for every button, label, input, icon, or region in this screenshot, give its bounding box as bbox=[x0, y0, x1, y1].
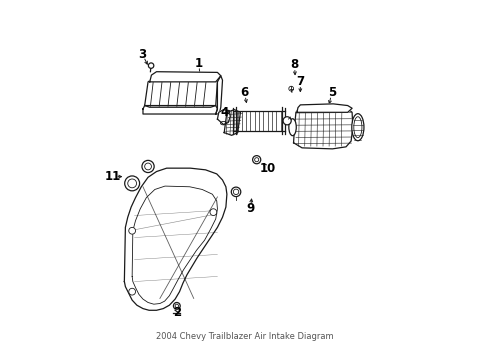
Polygon shape bbox=[224, 109, 240, 135]
Text: 8: 8 bbox=[290, 58, 298, 71]
Circle shape bbox=[288, 86, 293, 91]
Circle shape bbox=[124, 176, 139, 191]
Circle shape bbox=[144, 163, 151, 170]
Text: 2: 2 bbox=[172, 306, 181, 319]
Circle shape bbox=[173, 302, 180, 309]
Polygon shape bbox=[215, 76, 222, 114]
Circle shape bbox=[127, 179, 136, 188]
Polygon shape bbox=[132, 186, 217, 304]
Circle shape bbox=[252, 156, 260, 164]
Circle shape bbox=[254, 158, 258, 162]
Text: 2004 Chevy Trailblazer Air Intake Diagram: 2004 Chevy Trailblazer Air Intake Diagra… bbox=[155, 332, 333, 341]
Polygon shape bbox=[217, 109, 230, 125]
Ellipse shape bbox=[353, 117, 361, 138]
Circle shape bbox=[142, 160, 154, 172]
Text: 7: 7 bbox=[296, 75, 304, 88]
Ellipse shape bbox=[220, 121, 226, 125]
Polygon shape bbox=[124, 168, 226, 310]
Polygon shape bbox=[232, 111, 285, 131]
Text: 3: 3 bbox=[138, 48, 146, 60]
Circle shape bbox=[128, 288, 135, 295]
Text: 4: 4 bbox=[220, 106, 228, 119]
Ellipse shape bbox=[351, 114, 363, 141]
Circle shape bbox=[231, 187, 240, 197]
Text: 5: 5 bbox=[327, 86, 335, 99]
Circle shape bbox=[148, 63, 154, 68]
Polygon shape bbox=[296, 104, 351, 112]
Text: 10: 10 bbox=[260, 162, 276, 175]
Circle shape bbox=[128, 228, 135, 234]
Polygon shape bbox=[149, 72, 221, 82]
Circle shape bbox=[175, 304, 178, 307]
Ellipse shape bbox=[225, 111, 229, 114]
Ellipse shape bbox=[288, 119, 296, 136]
Circle shape bbox=[209, 209, 216, 216]
Circle shape bbox=[233, 189, 238, 194]
Circle shape bbox=[283, 117, 290, 125]
Polygon shape bbox=[142, 105, 217, 114]
Text: 6: 6 bbox=[240, 86, 248, 99]
Polygon shape bbox=[293, 105, 352, 149]
Text: 9: 9 bbox=[246, 202, 254, 215]
Text: 1: 1 bbox=[194, 57, 203, 70]
Text: 11: 11 bbox=[104, 170, 121, 183]
Polygon shape bbox=[144, 78, 217, 107]
